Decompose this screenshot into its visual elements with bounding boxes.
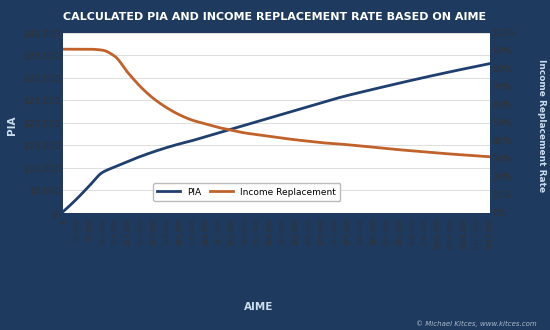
Text: AIME: AIME: [244, 302, 273, 312]
Text: PIA: PIA: [7, 115, 17, 135]
Text: Income Replacement Rate: Income Replacement Rate: [537, 59, 546, 192]
Legend: PIA, Income Replacement: PIA, Income Replacement: [153, 183, 340, 201]
Text: CALCULATED PIA AND INCOME REPLACEMENT RATE BASED ON AIME: CALCULATED PIA AND INCOME REPLACEMENT RA…: [63, 12, 487, 21]
Text: © Michael Kitces, www.kitces.com: © Michael Kitces, www.kitces.com: [415, 320, 536, 327]
